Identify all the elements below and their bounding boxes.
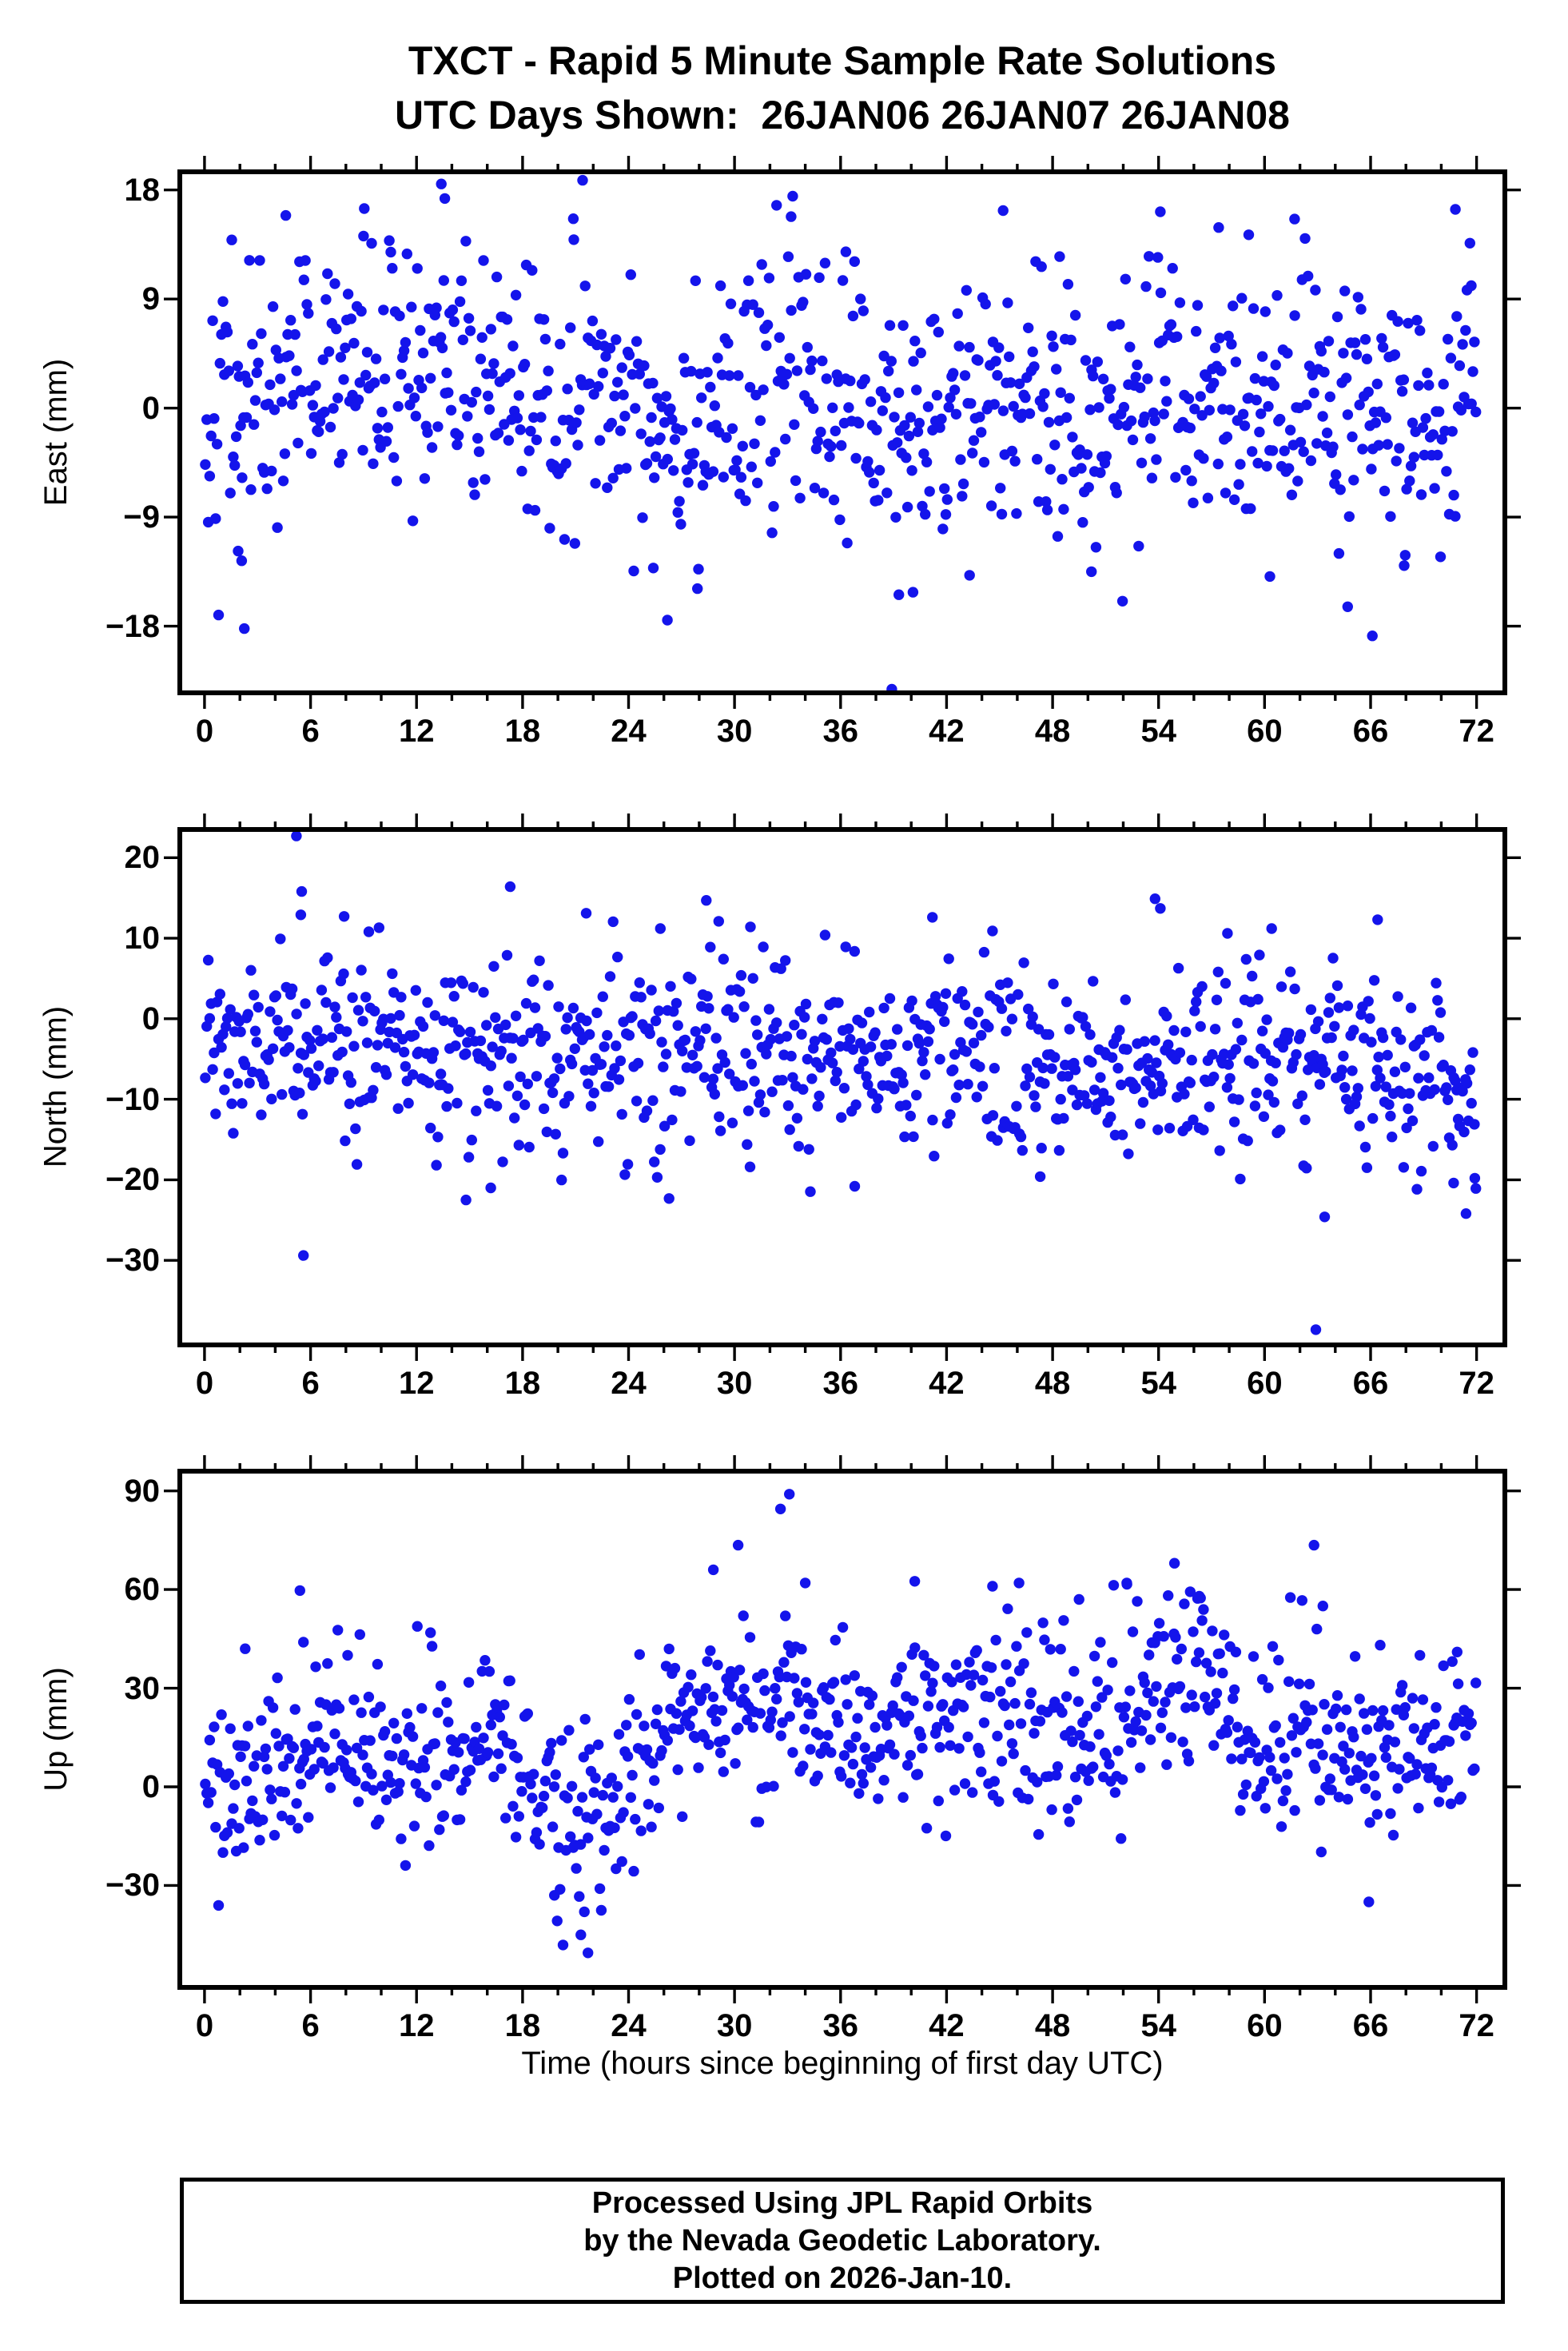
x-tick-label-north: 18	[504, 1366, 541, 1401]
x-tick-label-up: 24	[611, 2008, 647, 2043]
north-panel	[164, 814, 1521, 1361]
east-points	[200, 174, 1482, 693]
x-tick-label-north: 66	[1352, 1366, 1389, 1401]
chart-title: TXCT - Rapid 5 Minute Sample Rate Soluti…	[408, 38, 1277, 83]
north-points	[200, 830, 1482, 1335]
x-axis-label: Time (hours since beginning of first day…	[521, 2046, 1164, 2081]
x-tick-label-up: 30	[716, 2008, 753, 2043]
x-tick-label-east: 66	[1352, 714, 1389, 749]
y-tick-label-north: 0	[141, 1000, 160, 1036]
y-tick-label-north: 10	[124, 921, 161, 957]
x-tick-label-up: 6	[301, 2008, 320, 2043]
up-ticks	[164, 1455, 1521, 2003]
x-tick-label-up: 72	[1459, 2008, 1494, 2043]
up-frame	[177, 1469, 1507, 1990]
x-tick-label-east: 18	[504, 714, 541, 749]
x-tick-label-east: 72	[1459, 714, 1494, 749]
y-tick-label-east: −18	[105, 608, 160, 644]
y-tick-label-east: −9	[123, 499, 160, 535]
x-tick-label-north: 72	[1459, 1366, 1494, 1401]
x-tick-label-north: 36	[822, 1366, 859, 1401]
footer-line-1: Processed Using JPL Rapid Orbits	[591, 2186, 1093, 2220]
x-tick-label-up: 54	[1140, 2008, 1176, 2043]
x-tick-label-north: 0	[195, 1366, 214, 1401]
x-tick-label-east: 42	[929, 714, 965, 749]
up-points	[200, 1489, 1482, 1959]
y-tick-label-east: 9	[141, 281, 160, 317]
y-tick-label-east: 18	[124, 172, 161, 208]
x-tick-label-north: 54	[1140, 1366, 1176, 1401]
y-tick-label-north: −20	[105, 1162, 160, 1198]
x-tick-label-east: 36	[822, 714, 859, 749]
y-tick-label-north: −30	[105, 1243, 160, 1279]
y-tick-label-east: 0	[141, 390, 160, 426]
footer-line-2: by the Nevada Geodetic Laboratory.	[583, 2223, 1101, 2258]
y-tick-label-up: −30	[105, 1868, 160, 1903]
x-tick-label-east: 0	[195, 714, 214, 749]
x-tick-label-north: 24	[611, 1366, 647, 1401]
x-tick-label-up: 12	[398, 2008, 435, 2043]
x-tick-label-east: 48	[1034, 714, 1071, 749]
footer-line-3: Plotted on 2026-Jan-10.	[672, 2261, 1013, 2295]
x-tick-label-north: 60	[1247, 1366, 1283, 1401]
x-tick-label-north: 30	[716, 1366, 753, 1401]
x-tick-label-up: 42	[929, 2008, 965, 2043]
x-tick-label-east: 30	[716, 714, 753, 749]
footer-box: Processed Using JPL Rapid Orbits by the …	[180, 2178, 1505, 2304]
y-tick-label-north: −10	[105, 1081, 160, 1117]
up-panel	[164, 1455, 1521, 2003]
north-frame	[177, 827, 1507, 1347]
y-tick-label-up: 0	[141, 1769, 160, 1804]
chart-subtitle: UTC Days Shown: 26JAN06 26JAN07 26JAN08	[395, 93, 1290, 137]
x-tick-label-up: 18	[504, 2008, 541, 2043]
y-tick-label-north: 20	[124, 840, 161, 876]
y-tick-label-up: 90	[124, 1473, 161, 1509]
x-tick-label-east: 54	[1140, 714, 1176, 749]
x-tick-label-up: 0	[195, 2008, 214, 2043]
x-tick-label-north: 48	[1034, 1366, 1071, 1401]
y-tick-label-up: 30	[124, 1670, 161, 1706]
east-frame	[177, 169, 1507, 695]
x-tick-label-up: 66	[1352, 2008, 1389, 2043]
east-panel	[164, 156, 1521, 709]
x-tick-label-north: 42	[929, 1366, 965, 1401]
x-tick-label-up: 36	[822, 2008, 859, 2043]
x-tick-label-up: 60	[1247, 2008, 1283, 2043]
x-tick-label-east: 24	[611, 714, 647, 749]
x-tick-label-east: 12	[398, 714, 435, 749]
y-axis-label-up: Up (mm)	[38, 1667, 74, 1792]
x-tick-label-east: 6	[301, 714, 320, 749]
x-tick-label-east: 60	[1247, 714, 1283, 749]
x-tick-label-north: 6	[301, 1366, 320, 1401]
y-tick-label-up: 60	[124, 1572, 161, 1608]
x-tick-label-up: 48	[1034, 2008, 1071, 2043]
x-tick-label-north: 12	[398, 1366, 435, 1401]
